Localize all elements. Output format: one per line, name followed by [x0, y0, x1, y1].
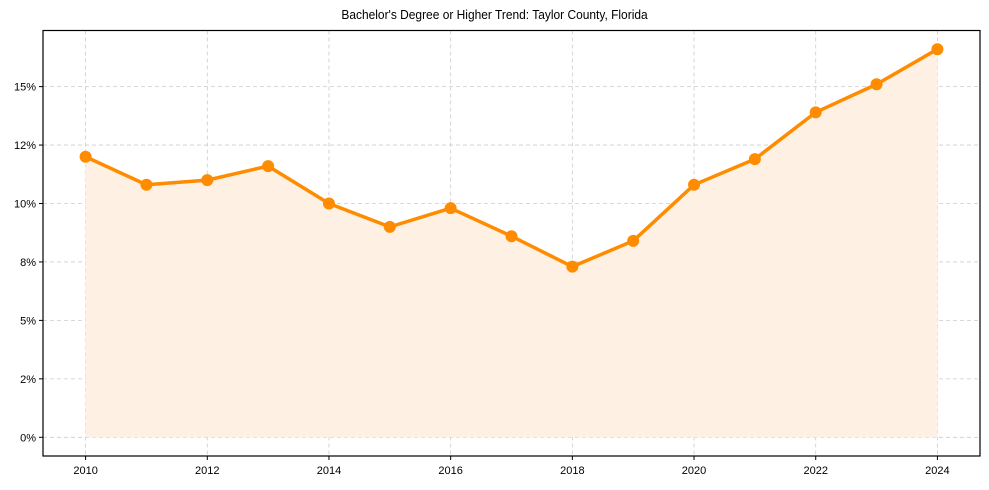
y-tick-label: 2%	[20, 374, 36, 386]
data-point	[383, 220, 396, 233]
x-tick-label: 2024	[925, 465, 949, 477]
data-point	[505, 230, 518, 243]
y-axis: 0% 2% 5% 8% 10% 12% 15%	[14, 82, 43, 444]
y-tick-label: 15%	[14, 82, 36, 94]
area-fill	[85, 49, 938, 438]
x-axis: 2010 2012 2014 2016 2018 2020 2022 2024	[73, 456, 950, 477]
y-tick-label: 0%	[20, 432, 36, 444]
x-tick-label: 2010	[73, 465, 97, 477]
y-tick-label: 8%	[20, 257, 36, 269]
y-tick-label: 12%	[14, 140, 36, 152]
x-tick-label: 2020	[682, 465, 706, 477]
y-tick-label: 10%	[14, 199, 36, 211]
data-point	[566, 260, 579, 273]
data-point	[322, 197, 335, 210]
data-point	[444, 202, 457, 215]
data-point	[809, 106, 822, 119]
data-point	[201, 174, 214, 187]
data-markers	[79, 43, 944, 273]
x-tick-label: 2012	[195, 465, 219, 477]
data-point	[688, 178, 701, 191]
x-tick-label: 2016	[438, 465, 462, 477]
data-point	[79, 150, 92, 163]
data-point	[748, 153, 761, 166]
plot-frame	[42, 29, 981, 457]
x-tick-label: 2022	[803, 465, 827, 477]
data-point	[627, 234, 640, 247]
data-point	[870, 78, 883, 91]
x-tick-label: 2014	[317, 465, 341, 477]
data-point	[931, 43, 944, 56]
data-point	[140, 178, 153, 191]
y-tick-label: 5%	[20, 315, 36, 327]
chart-title: Bachelor's Degree or Higher Trend: Taylo…	[341, 7, 648, 22]
x-tick-label: 2018	[560, 465, 584, 477]
data-point	[262, 160, 275, 173]
